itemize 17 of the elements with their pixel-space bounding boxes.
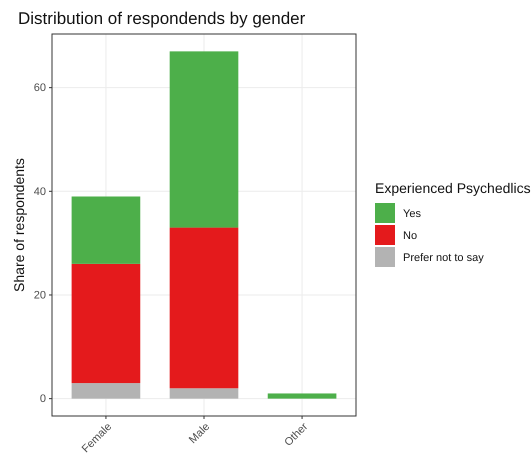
legend-label: Yes bbox=[403, 208, 422, 220]
y-tick-label: 20 bbox=[34, 289, 46, 302]
bar bbox=[268, 393, 336, 399]
chart-title: Distribution of respondends by gender bbox=[18, 9, 306, 28]
legend-label: Prefer not to say bbox=[403, 252, 484, 264]
y-tick-label: 60 bbox=[34, 82, 46, 94]
bar bbox=[170, 51, 238, 228]
bar bbox=[72, 196, 140, 264]
y-axis-title: Share of respondents bbox=[11, 158, 27, 292]
y-tick-label: 0 bbox=[40, 393, 46, 406]
legend-title: Experienced Psychedlics bbox=[375, 180, 531, 196]
bar bbox=[170, 228, 238, 388]
legend-label: No bbox=[403, 230, 418, 242]
bar bbox=[72, 264, 140, 384]
bar bbox=[170, 388, 238, 399]
bar bbox=[72, 383, 140, 399]
y-tick-label: 40 bbox=[34, 186, 46, 198]
